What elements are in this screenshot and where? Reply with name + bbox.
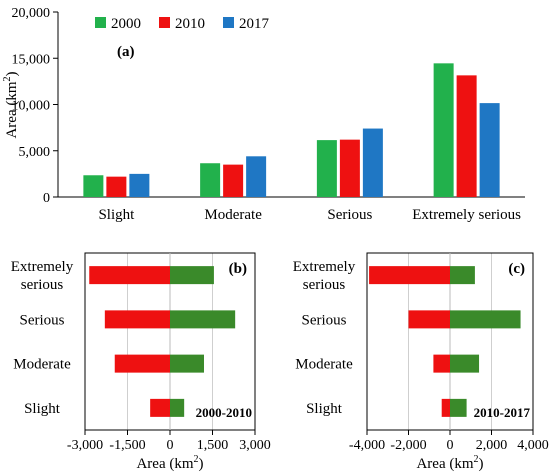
x-axis-title-superscript: 2 bbox=[194, 454, 199, 465]
y-axis-title: Area (km2) bbox=[2, 71, 20, 138]
x-tick-label: 3,000 bbox=[239, 438, 271, 453]
bar-2000-extremely-serious bbox=[433, 63, 454, 198]
y-axis-title-text: Area (km bbox=[4, 81, 20, 138]
y-category-label: Slight bbox=[24, 401, 61, 417]
y-category-label: Serious bbox=[20, 312, 65, 328]
legend-label: 2010 bbox=[175, 16, 205, 32]
bar-2010-moderate bbox=[223, 164, 244, 197]
bar-2010-extremely-serious bbox=[456, 75, 477, 197]
bar-decrease-extremely-serious bbox=[369, 266, 450, 285]
bar-2017-serious bbox=[362, 128, 383, 197]
x-tick-label: -4,000 bbox=[349, 438, 385, 453]
legend-label: 2000 bbox=[111, 16, 141, 32]
bar-2010-serious bbox=[339, 139, 360, 197]
bar-increase-serious bbox=[450, 310, 521, 329]
bar-increase-moderate bbox=[170, 354, 204, 373]
bar-decrease-extremely-serious bbox=[89, 266, 170, 285]
x-axis-title: Area (km2) bbox=[136, 454, 203, 472]
x-tick-label: 1,500 bbox=[197, 438, 229, 453]
x-axis-title-close: ) bbox=[199, 456, 204, 472]
y-tick-label: 0 bbox=[43, 191, 50, 206]
y-tick-label: 15,000 bbox=[12, 52, 51, 67]
bar-decrease-slight bbox=[441, 398, 450, 417]
legend-swatch-2000 bbox=[95, 17, 106, 28]
x-tick-label: 2,000 bbox=[476, 438, 508, 453]
y-axis-title-close: ) bbox=[4, 71, 20, 76]
panel-label-c: (c) bbox=[508, 261, 525, 277]
legend-label: 2017 bbox=[239, 16, 270, 32]
x-tick-label: -3,000 bbox=[67, 438, 103, 453]
bar-2017-slight bbox=[129, 173, 150, 197]
y-category-label: serious bbox=[21, 277, 64, 293]
x-tick-label: 4,000 bbox=[517, 438, 549, 453]
y-tick-label: 20,000 bbox=[12, 6, 51, 21]
x-tick-label: 0 bbox=[167, 438, 174, 453]
bar-2000-moderate bbox=[200, 163, 221, 197]
x-axis-title: Area (km2) bbox=[416, 454, 483, 472]
y-category-label: Extremely bbox=[11, 259, 74, 275]
panel-c-chart: -4,000 -2,000 0 2,000 4,000 Extremely serious S… bbox=[293, 252, 549, 472]
bar-decrease-serious bbox=[408, 310, 450, 329]
panel-label-b: (b) bbox=[229, 261, 247, 277]
bar-decrease-slight bbox=[150, 398, 170, 417]
x-category-label: Moderate bbox=[204, 207, 262, 223]
x-tick-label: 0 bbox=[447, 438, 454, 453]
bar-increase-slight bbox=[170, 398, 185, 417]
x-category-label: Extremely serious bbox=[412, 207, 521, 223]
bar-2000-serious bbox=[316, 140, 337, 197]
x-tick-label: -2,000 bbox=[390, 438, 426, 453]
bar-increase-moderate bbox=[450, 354, 480, 373]
bar-decrease-moderate bbox=[114, 354, 170, 373]
bar-increase-extremely-serious bbox=[170, 266, 214, 285]
bar-2017-extremely-serious bbox=[479, 103, 500, 197]
y-category-label: Moderate bbox=[295, 357, 353, 373]
y-category-label: Serious bbox=[302, 312, 347, 328]
bar-increase-slight bbox=[450, 398, 467, 417]
y-category-label: Extremely bbox=[293, 259, 356, 275]
bar-decrease-serious bbox=[104, 310, 170, 329]
x-axis-title-text: Area (km bbox=[416, 456, 473, 472]
bar-2017-moderate bbox=[246, 156, 267, 197]
y-category-label: serious bbox=[303, 277, 346, 293]
y-axis-title-superscript: 2 bbox=[2, 76, 13, 81]
panel-a-chart: 0 5,000 10,000 15,000 20,000 Area (km2) Slight… bbox=[2, 6, 525, 223]
x-category-label: Slight bbox=[98, 207, 135, 223]
legend-swatch-2010 bbox=[159, 17, 170, 28]
bar-increase-serious bbox=[170, 310, 236, 329]
y-category-label: Slight bbox=[306, 401, 343, 417]
x-tick-label: -1,500 bbox=[109, 438, 145, 453]
panel-label-a: (a) bbox=[117, 44, 135, 60]
panel-b-chart: -3,000 -1,500 0 1,500 3,000 Extremely serious S… bbox=[11, 252, 271, 472]
bar-2010-slight bbox=[106, 176, 127, 197]
x-axis-title-superscript: 2 bbox=[474, 454, 479, 465]
period-label: 2010-2017 bbox=[474, 405, 531, 420]
x-axis-title-text: Area (km bbox=[136, 456, 193, 472]
legend-swatch-2017 bbox=[223, 17, 234, 28]
bar-increase-extremely-serious bbox=[450, 266, 475, 285]
y-tick-label: 5,000 bbox=[19, 145, 51, 160]
y-tick-label: 10,000 bbox=[12, 99, 51, 114]
bar-decrease-moderate bbox=[433, 354, 450, 373]
x-axis-title-close: ) bbox=[479, 456, 484, 472]
period-label: 2000-2010 bbox=[196, 405, 252, 420]
bar-2000-slight bbox=[83, 175, 104, 197]
x-category-label: Serious bbox=[327, 207, 372, 223]
y-category-label: Moderate bbox=[13, 357, 71, 373]
